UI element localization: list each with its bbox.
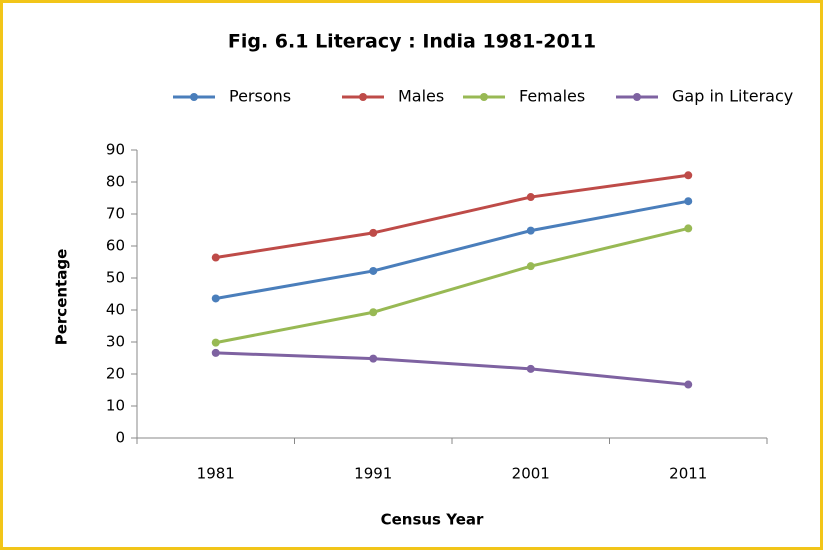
- data-point: [526, 193, 535, 202]
- y-tick-label: 90: [106, 141, 125, 159]
- y-tick-label: 50: [106, 269, 125, 287]
- data-point: [369, 228, 378, 237]
- x-tick-label: 1981: [197, 465, 235, 483]
- data-point: [211, 253, 220, 262]
- data-point: [369, 354, 378, 363]
- y-tick-label: 20: [106, 365, 125, 383]
- x-axis-label: Census Year: [381, 511, 484, 529]
- data-point: [369, 308, 378, 317]
- series-line: [215, 199, 689, 300]
- chart-title: Fig. 6.1 Literacy : India 1981-2011: [228, 31, 596, 53]
- x-tick-label: 2001: [512, 465, 550, 483]
- legend-label: Persons: [229, 87, 291, 106]
- data-point: [684, 380, 693, 389]
- y-tick-label: 80: [106, 173, 125, 191]
- data-point: [526, 364, 535, 373]
- y-tick-label: 0: [115, 429, 125, 447]
- legend-marker: [633, 93, 641, 101]
- y-tick-label: 70: [106, 205, 125, 223]
- data-point: [369, 266, 378, 275]
- legend-marker: [480, 93, 488, 101]
- y-tick-label: 30: [106, 333, 125, 351]
- x-tick-label: 1991: [354, 465, 392, 483]
- data-point: [211, 348, 220, 357]
- series-line: [215, 173, 689, 260]
- y-tick-label: 40: [106, 301, 125, 319]
- legend-marker: [359, 93, 367, 101]
- legend-label: Females: [519, 87, 585, 106]
- data-point: [526, 226, 535, 235]
- data-point: [211, 338, 220, 347]
- series-line: [215, 226, 689, 345]
- legend-label: Males: [398, 87, 444, 106]
- data-point: [526, 262, 535, 271]
- y-axis-label: Percentage: [53, 249, 71, 346]
- y-tick-label: 10: [106, 397, 125, 415]
- x-tick-label: 2011: [669, 465, 707, 483]
- legend-label: Gap in Literacy: [672, 87, 793, 106]
- legend-marker: [190, 93, 198, 101]
- data-point: [684, 224, 693, 233]
- data-point: [211, 294, 220, 303]
- data-point: [684, 197, 693, 206]
- series-line: [215, 351, 689, 387]
- data-point: [684, 171, 693, 180]
- y-tick-label: 60: [106, 237, 125, 255]
